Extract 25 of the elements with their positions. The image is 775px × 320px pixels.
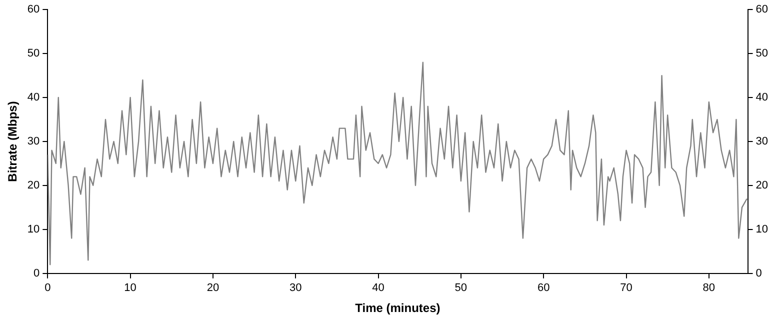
y2-tick-label: 10 [756, 223, 768, 236]
y-tick-label: 20 [27, 180, 40, 192]
x-axis-title: Time (minutes) [355, 301, 440, 316]
y2-tick-label: 40 [756, 92, 768, 104]
x-tick-label: 60 [537, 282, 550, 294]
y-tick-label: 60 [27, 4, 40, 16]
y2-tick-label: 0 [756, 267, 762, 280]
y-tick-label: 40 [27, 92, 40, 104]
x-tick-label: 70 [620, 282, 632, 294]
x-tick-label: 0 [44, 282, 51, 294]
x-tick-label: 20 [206, 282, 220, 294]
x-tick-label: 40 [372, 282, 384, 294]
y2-tick-label: 60 [756, 4, 768, 16]
y2-tick-label: 50 [756, 48, 768, 60]
y2-tick-label: 20 [756, 180, 768, 192]
x-tick-label: 80 [702, 282, 716, 294]
y-tick-label: 50 [27, 48, 40, 60]
y-tick-label: 30 [27, 136, 40, 148]
y2-tick-label: 30 [756, 136, 768, 148]
x-tick-label: 50 [454, 282, 468, 294]
y-axis-title: Bitrate (Mbps) [6, 101, 20, 182]
x-tick-label: 30 [289, 282, 302, 294]
y-tick-label: 0 [34, 267, 40, 280]
y-tick-label: 10 [27, 223, 40, 236]
x-tick-label: 10 [124, 282, 136, 294]
